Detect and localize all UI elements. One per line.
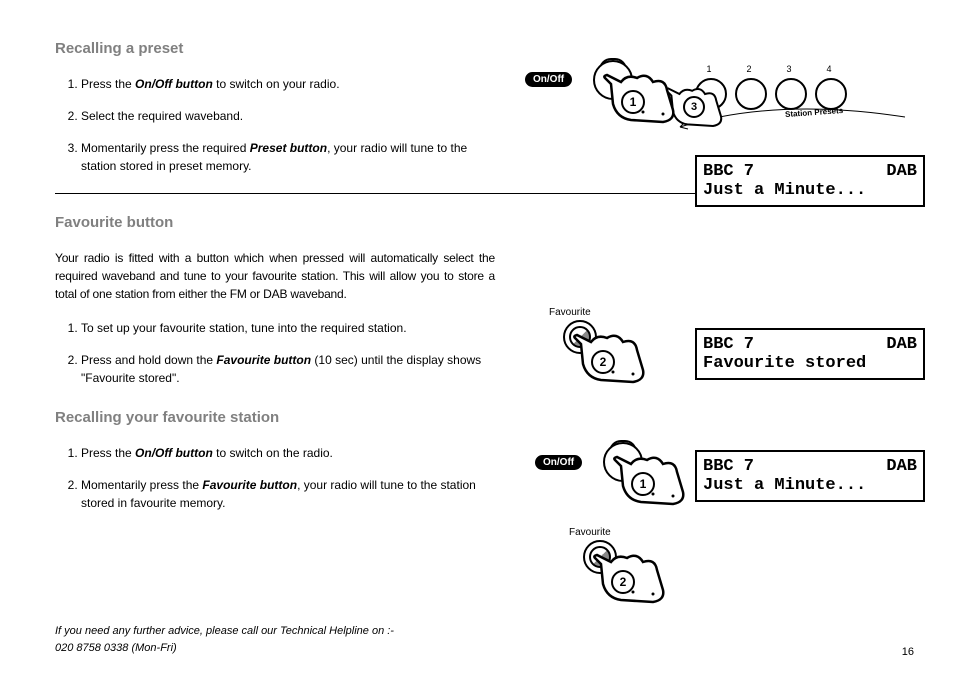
onoff-badge: On/Off	[525, 72, 572, 87]
favourite-label: Favourite	[569, 527, 611, 538]
heading-favourite-button: Favourite button	[55, 214, 495, 231]
step-number-circle: 2	[591, 350, 615, 374]
lcd-text: DAB	[886, 335, 917, 354]
text: Press the	[81, 77, 135, 91]
preset-num: 1	[695, 64, 723, 74]
lcd-row: BBC 7 DAB	[703, 457, 917, 476]
page-number: 16	[902, 646, 914, 658]
press-diagram-favourite-2: 2	[565, 540, 675, 610]
step: Press the On/Off button to switch on the…	[81, 444, 495, 462]
step: Press and hold down the Favourite button…	[81, 351, 495, 387]
left-column: Recalling a preset Press the On/Off butt…	[55, 40, 495, 530]
text: Press and hold down the	[81, 353, 216, 367]
lcd-text: BBC 7	[703, 162, 754, 181]
lcd-text: Just a Minute...	[703, 181, 866, 200]
lcd-text: DAB	[886, 457, 917, 476]
lcd-row: Just a Minute...	[703, 476, 917, 495]
step: To set up your favourite station, tune i…	[81, 319, 495, 337]
bold-text: Preset button	[250, 141, 327, 155]
step-number-circle: 1	[621, 90, 645, 114]
press-diagram-favourite-1: 2	[545, 320, 655, 390]
lcd-row: BBC 7 DAB	[703, 335, 917, 354]
lcd-text: Just a Minute...	[703, 476, 866, 495]
station-presets-diagram: 1 2 3 4 Station Presets 3	[695, 62, 925, 122]
lcd-text: BBC 7	[703, 457, 754, 476]
recalling-favourite-steps: Press the On/Off button to switch on the…	[55, 444, 495, 512]
page-footer: If you need any further advice, please c…	[55, 623, 914, 658]
step-number-circle: 3	[683, 96, 705, 118]
lcd-row: Favourite stored	[703, 354, 917, 373]
manual-page: Recalling a preset Press the On/Off butt…	[0, 0, 954, 673]
bold-text: On/Off button	[135, 77, 213, 91]
heading-recalling-preset: Recalling a preset	[55, 40, 495, 57]
preset-num: 4	[815, 64, 843, 74]
lcd-text: Favourite stored	[703, 354, 866, 373]
right-column: On/Off 1 1 2 3 4 S	[525, 40, 914, 530]
heading-recalling-favourite: Recalling your favourite station	[55, 409, 495, 426]
bold-text: On/Off button	[135, 446, 213, 460]
favourite-steps: To set up your favourite station, tune i…	[55, 319, 495, 387]
lcd-row: Just a Minute...	[703, 181, 917, 200]
text: 020 8758 0338 (Mon-Fri)	[55, 640, 394, 658]
columns: Recalling a preset Press the On/Off butt…	[55, 40, 914, 530]
step: Press the On/Off button to switch on you…	[81, 75, 495, 93]
lcd-display: BBC 7 DAB Just a Minute...	[695, 450, 925, 502]
bold-text: Favourite button	[216, 353, 311, 367]
text: Press the	[81, 446, 135, 460]
press-diagram-onoff-2: 1	[585, 442, 695, 512]
lcd-text: DAB	[886, 162, 917, 181]
step: Momentarily press the Favourite button, …	[81, 476, 495, 512]
bold-text: Favourite button	[202, 478, 297, 492]
step: Momentarily press the required Preset bu…	[81, 139, 495, 175]
lcd-text: BBC 7	[703, 335, 754, 354]
step-number-circle: 2	[611, 570, 635, 594]
step: Select the required waveband.	[81, 107, 495, 125]
text: to switch on the radio.	[213, 446, 333, 460]
text: Momentarily press the required	[81, 141, 250, 155]
onoff-badge: On/Off	[535, 455, 582, 470]
step-number-circle: 1	[631, 472, 655, 496]
preset-num: 2	[735, 64, 763, 74]
favourite-label: Favourite	[549, 307, 591, 318]
lcd-display: BBC 7 DAB Just a Minute...	[695, 155, 925, 207]
helpline-text: If you need any further advice, please c…	[55, 623, 394, 658]
press-diagram-onoff-1: 1	[575, 60, 685, 130]
text: to switch on your radio.	[213, 77, 340, 91]
preset-num: 3	[775, 64, 803, 74]
recalling-preset-steps: Press the On/Off button to switch on you…	[55, 75, 495, 175]
lcd-row: BBC 7 DAB	[703, 162, 917, 181]
lcd-display: BBC 7 DAB Favourite stored	[695, 328, 925, 380]
favourite-intro: Your radio is fitted with a button which…	[55, 249, 495, 303]
text: If you need any further advice, please c…	[55, 623, 394, 641]
text: Momentarily press the	[81, 478, 202, 492]
